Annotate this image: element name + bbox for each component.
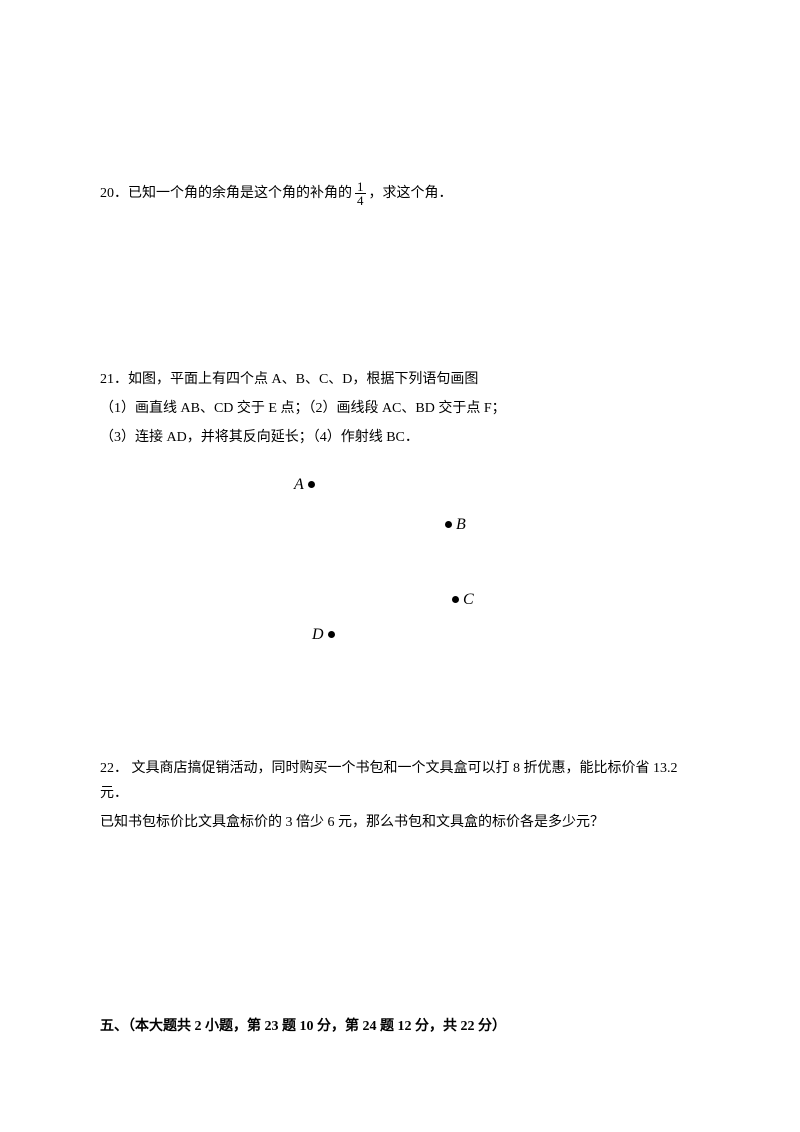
q22-number: 22． bbox=[100, 761, 128, 776]
q21-intro-line: 21．如图，平面上有四个点 A、B、C、D，根据下列语句画图 bbox=[100, 367, 700, 392]
q22-line1-wrap: 22． 文具商店搞促销活动，同时购买一个书包和一个文具盒可以打 8 折优惠，能比… bbox=[100, 756, 700, 806]
q21-number: 21． bbox=[100, 372, 128, 387]
q20-number: 20． bbox=[100, 181, 128, 206]
section-5-header: 五、（本大题共 2 小题，第 23 题 10 分，第 24 题 12 分，共 2… bbox=[100, 1015, 700, 1035]
q22-line2: 已知书包标价比文具盒标价的 3 倍少 6 元，那么书包和文具盒的标价各是多少元？ bbox=[100, 810, 700, 835]
q22-line1: 文具商店搞促销活动，同时购买一个书包和一个文具盒可以打 8 折优惠，能比标价省 … bbox=[100, 761, 678, 801]
point-b-label: B bbox=[456, 511, 466, 540]
point-d-dot bbox=[328, 631, 335, 638]
q20-line: 20． 已知一个角的余角是这个角的补角的 1 4 ，求这个角． bbox=[100, 180, 700, 207]
fraction-denominator: 4 bbox=[355, 193, 366, 207]
question-21: 21．如图，平面上有四个点 A、B、C、D，根据下列语句画图 （1）画直线 AB… bbox=[100, 367, 700, 656]
q21-intro: 如图，平面上有四个点 A、B、C、D，根据下列语句画图 bbox=[128, 372, 478, 387]
question-20: 20． 已知一个角的余角是这个角的补角的 1 4 ，求这个角． bbox=[100, 180, 700, 207]
point-b: B bbox=[445, 511, 470, 540]
point-d: D bbox=[308, 621, 335, 650]
q20-text-before: 已知一个角的余角是这个角的补角的 bbox=[128, 181, 352, 206]
q20-fraction: 1 4 bbox=[355, 180, 366, 207]
point-a-dot bbox=[308, 481, 315, 488]
q21-part2: （3）连接 AD，并将其反向延长；（4）作射线 BC． bbox=[100, 425, 700, 450]
point-c: C bbox=[452, 586, 478, 615]
point-c-label: C bbox=[463, 586, 474, 615]
point-c-dot bbox=[452, 596, 459, 603]
point-a: A bbox=[290, 471, 315, 500]
question-22: 22． 文具商店搞促销活动，同时购买一个书包和一个文具盒可以打 8 折优惠，能比… bbox=[100, 756, 700, 836]
q21-part1: （1）画直线 AB、CD 交于 E 点；（2）画线段 AC、BD 交于点 F； bbox=[100, 396, 700, 421]
fraction-numerator: 1 bbox=[355, 180, 366, 193]
point-a-label: A bbox=[294, 471, 304, 500]
q21-diagram: A B C D bbox=[200, 466, 560, 656]
point-b-dot bbox=[445, 521, 452, 528]
q20-text-after: ，求这个角． bbox=[369, 181, 453, 206]
point-d-label: D bbox=[312, 621, 324, 650]
